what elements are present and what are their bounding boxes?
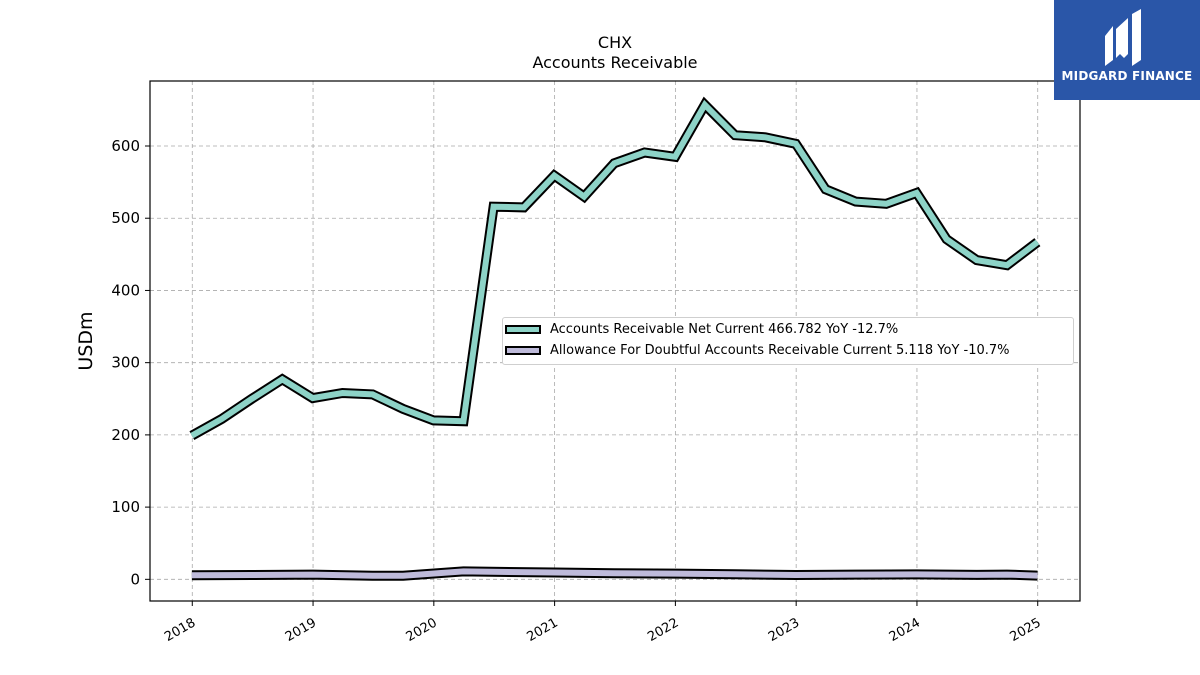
series-point-1 [734,573,736,575]
series-point-0 [191,435,193,437]
series-line-1 [191,568,1038,579]
logo-text: MIDGARD FINANCE [1061,69,1193,83]
y-tick-label: 600 [111,137,140,155]
series-point-1 [553,572,555,573]
series-point-0 [523,206,525,208]
y-axis: 0 100 200 300 400 500 600 [111,137,150,588]
series-point-1 [613,572,615,574]
series-point-0 [946,238,948,240]
x-tick-label: 2022 [645,615,681,645]
series-point-0 [855,201,857,203]
series-point-1 [1036,575,1038,577]
series-layer [189,96,1041,581]
legend-label-allowance: Allowance For Doubtful Accounts Receivab… [550,343,1010,358]
y-tick-label: 0 [130,570,140,588]
series-point-0 [916,192,918,194]
series-point-0 [281,378,283,380]
chart-subtitle: Accounts Receivable [532,53,698,72]
x-tick-label: 2023 [766,615,802,645]
y-tick-label: 200 [111,426,140,444]
x-tick-label: 2019 [283,615,319,645]
legend-swatch-allowance [505,346,541,355]
y-tick-label: 400 [111,281,140,299]
chart-legend: Accounts Receivable Net Current 466.782 … [502,317,1074,365]
series-point-0 [372,393,374,395]
series-point-0 [644,152,646,153]
series-point-0 [221,418,223,420]
series-point-0 [583,196,585,198]
y-axis-label: USDm [75,311,97,370]
x-tick-label: 2024 [887,615,923,645]
x-tick-label: 2018 [162,615,198,645]
series-point-1 [402,575,404,577]
series-point-1 [251,574,253,576]
x-tick-label: 2025 [1008,615,1044,645]
legend-item-allowance: Allowance For Doubtful Accounts Receivab… [503,342,1073,362]
series-point-0 [1036,241,1038,243]
x-axis: 2018 2019 2020 2021 2022 2023 2024 2025 [162,601,1044,645]
series-point-1 [191,574,193,576]
x-tick-label: 2020 [404,615,440,645]
series-point-0 [825,188,827,190]
legend-item-receivables: Accounts Receivable Net Current 466.782 … [503,321,1073,341]
series-point-1 [916,573,918,575]
series-point-0 [312,397,314,399]
series-point-0 [795,143,797,145]
series-point-0 [553,175,555,177]
series-point-0 [402,408,404,410]
series-point-1 [976,574,978,576]
legend-swatch-receivables [505,325,541,334]
series-point-1 [855,574,857,576]
plot-frame [149,80,1081,602]
legend-label-receivables: Accounts Receivable Net Current 466.782 … [550,322,899,337]
series-point-0 [734,134,736,136]
series-point-0 [251,398,253,400]
chart-title: CHX [597,33,633,52]
series-point-0 [342,392,343,394]
series-point-1 [674,573,676,575]
series-point-0 [704,104,706,106]
series-point-1 [1006,574,1008,576]
series-point-0 [674,156,676,158]
x-tick-label: 2021 [524,615,560,645]
series-point-0 [885,203,887,205]
series-point-0 [433,419,434,421]
series-point-1 [372,575,374,577]
series-point-1 [463,570,464,572]
series-point-0 [493,206,495,208]
series-point-0 [764,136,766,138]
logo-mark-icon [1105,9,1141,66]
y-tick-label: 500 [111,209,140,227]
series-point-1 [795,574,797,576]
series-point-1 [312,574,314,576]
y-tick-label: 300 [111,354,140,372]
series-point-0 [613,162,615,164]
series-point-0 [1006,264,1008,266]
y-tick-label: 100 [111,498,140,516]
series-point-0 [976,259,978,261]
brand-logo: MIDGARD FINANCE [1054,0,1200,100]
series-point-0 [463,420,464,422]
